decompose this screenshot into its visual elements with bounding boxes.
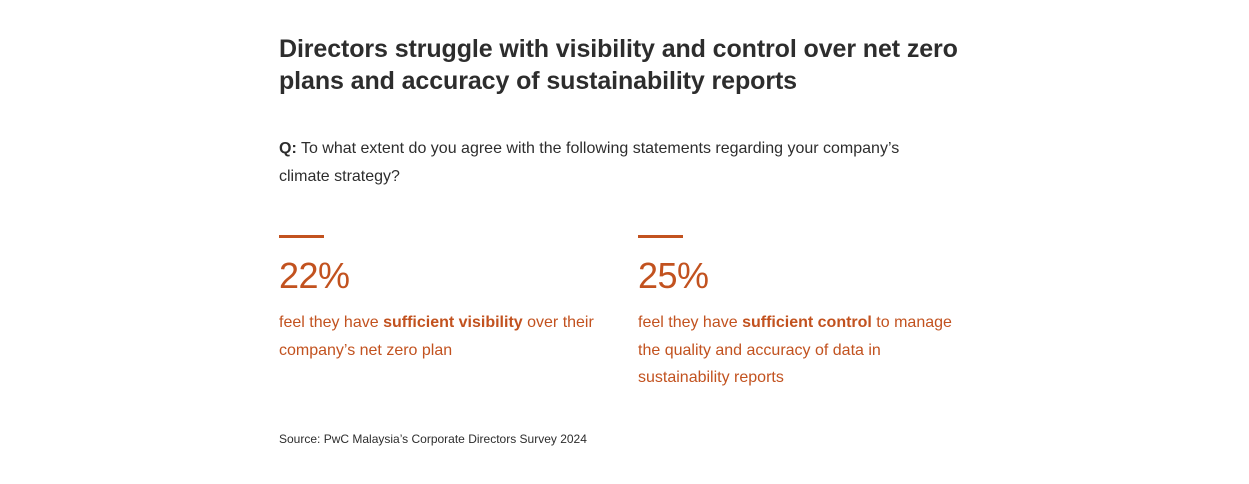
- survey-question: Q: To what extent do you agree with the …: [279, 135, 939, 191]
- source-note: Source: PwC Malaysia’s Corporate Directo…: [279, 432, 587, 446]
- stat-desc-after: to manage the quality and accuracy of da…: [638, 314, 952, 386]
- stat-desc-before: feel they have: [279, 314, 384, 331]
- page-title: Directors struggle with visibility and c…: [279, 35, 958, 95]
- stat-desc-bold: sufficient control: [742, 314, 872, 331]
- stat-desc-after: over their company’s net zero plan: [279, 314, 594, 359]
- stat-desc-bold: sufficient visibility: [383, 314, 523, 331]
- stat-description: feel they have sufficient control to man…: [638, 309, 968, 392]
- question-text: To what extent do you agree with the fol…: [279, 140, 900, 185]
- stat-value: 25%: [638, 255, 709, 296]
- accent-rule: [279, 235, 324, 238]
- stat-visibility: 22% feel they have sufficient visibility…: [279, 235, 609, 364]
- stat-control: 25% feel they have sufficient control to…: [638, 235, 968, 392]
- stat-description: feel they have sufficient visibility ove…: [279, 309, 609, 364]
- stat-value: 22%: [279, 255, 350, 296]
- accent-rule: [638, 235, 683, 238]
- question-prefix: Q:: [279, 140, 297, 157]
- stat-desc-before: feel they have: [638, 314, 743, 331]
